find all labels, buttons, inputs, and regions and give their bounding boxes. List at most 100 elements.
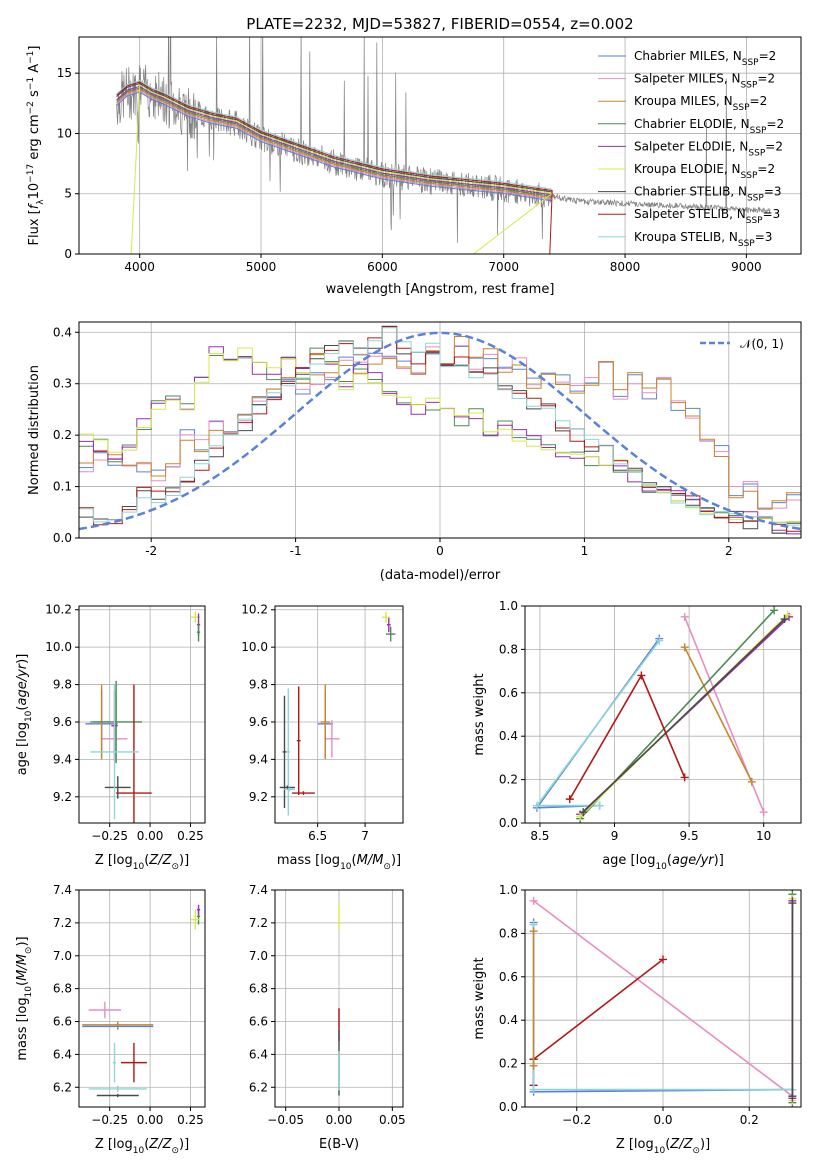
weight-marker	[780, 615, 789, 624]
mass-weight-vs-Z-ytick-label: 0.4	[499, 1013, 518, 1027]
mass-weight-vs-Z-ytick-label: 0.2	[499, 1057, 518, 1071]
weight-marker	[595, 801, 604, 810]
weight-marker	[680, 612, 689, 621]
weight-marker	[637, 671, 646, 680]
residual-histogram-ytick-label: 0.0	[53, 531, 72, 545]
legend-label: Salpeter ELODIE, NSSP=2	[634, 139, 783, 158]
age-vs-Z-ytick-label: 9.6	[53, 715, 72, 729]
spectrum-model-line	[116, 80, 553, 190]
histogram-step	[79, 336, 801, 510]
weight-marker	[747, 777, 756, 786]
age-vs-Z-ytick-label: 10.2	[45, 603, 72, 617]
spectrum-ytick-label: 10	[57, 126, 72, 140]
mass-weight-vs-age-xtick-label: 9	[611, 829, 619, 843]
mass-vs-Z-xlabel: Z [log10(Z/Z⊙)]	[95, 1137, 189, 1156]
spectrum-xlabel: wavelength [Angstrom, rest frame]	[326, 282, 555, 297]
mass-vs-EBV-ytick-label: 6.4	[249, 1047, 268, 1061]
mass-weight-vs-Z-xlabel: Z [log10(Z/Z⊙)]	[616, 1137, 710, 1156]
mass-weight-vs-Z-xtick-label: 0.0	[653, 1113, 672, 1127]
age-vs-Z-xtick-label: −0.25	[91, 829, 128, 843]
age-vs-Z-plot-area	[85, 611, 201, 823]
spectrum-model-line	[130, 84, 554, 254]
mass-vs-Z-ytick-label: 7.2	[53, 916, 72, 930]
residual-histogram-frame	[78, 321, 802, 539]
weight-marker	[529, 1061, 538, 1070]
legend-label: Chabrier STELIB, NSSP=3	[634, 185, 782, 204]
spectrum-ytick-label: 5	[64, 187, 72, 201]
age-vs-Z-ytick-label: 9.8	[53, 678, 72, 692]
age-vs-mass-xtick-label: 7	[361, 829, 369, 843]
legend-label: Salpeter STELIB, NSSP=3	[634, 207, 780, 226]
mass-weight-vs-Z-axes: −0.2 0.0 0.2 0.0 0.2 0.4 0.6 0.8 1.0 Z [log10(Z/Z…	[472, 883, 802, 1156]
residual-histogram-ytick-label: 0.2	[53, 428, 72, 442]
histogram-step	[79, 346, 801, 512]
gaussian-legend-label: 𝒩(0, 1)	[740, 337, 784, 351]
spectrum-xtick-label: 6000	[367, 260, 398, 274]
mass-vs-EBV-ytick-label: 7.2	[249, 916, 268, 930]
histogram-step	[79, 345, 801, 510]
residual-histogram-xtick-label: 2	[725, 544, 733, 558]
residual-histogram-xtick-label: -2	[145, 544, 157, 558]
age-vs-mass-xlabel: mass [log10(M/M⊙)]	[277, 853, 401, 872]
spectrum-model-line	[116, 85, 553, 196]
mass-vs-EBV-ytick-label: 7.4	[249, 883, 268, 897]
mass-weight-vs-Z-ylabel: mass weight	[472, 957, 487, 1039]
weight-marker	[659, 955, 667, 964]
mass-vs-EBV-axes: −0.05 0.00 0.05 6.2 6.4 6.6 6.8 7.0 7.2 7.4 E(B-V)	[249, 883, 406, 1152]
weight-marker	[532, 801, 541, 810]
figure-title: PLATE=2232, MJD=53827, FIBERID=0554, z=0…	[246, 15, 633, 33]
mass-weight-vs-age-xtick-label: 10	[756, 829, 771, 843]
spectrum-xtick-label: 8000	[610, 260, 641, 274]
legend-label: Kroupa ELODIE, NSSP=2	[634, 162, 775, 181]
gaussian-curve	[79, 331, 801, 531]
age-vs-Z-ytick-label: 9.2	[53, 790, 72, 804]
residual-histogram-xtick-label: 0	[436, 544, 444, 558]
age-vs-Z-xlabel: Z [log10(Z/Z⊙)]	[95, 853, 189, 872]
mass-vs-Z-xtick-label: 0.00	[137, 1113, 164, 1127]
mass-weight-vs-age-ytick-label: 0.8	[499, 642, 518, 656]
weight-line	[533, 958, 664, 1060]
spectrum-model-line	[116, 87, 553, 197]
mass-vs-EBV-xtick-label: 0.00	[326, 1113, 353, 1127]
mass-weight-vs-age-frame	[524, 605, 802, 824]
mass-weight-vs-Z-frame	[524, 889, 802, 1108]
weight-marker	[655, 636, 664, 645]
age-vs-mass-frame	[274, 605, 404, 824]
spectrum-ylabel: Flux [fλ10−17 erg cm−2 s−1 A−1]	[26, 46, 46, 246]
legend-label: Chabrier MILES, NSSP=2	[634, 49, 776, 68]
weight-line	[535, 640, 660, 807]
mass-weight-vs-Z-ytick-label: 0.6	[499, 970, 518, 984]
residual-histogram-xtick-label: -1	[290, 544, 302, 558]
residual-histogram-ytick-label: 0.4	[53, 325, 72, 339]
mass-weight-vs-age-ytick-label: 0.6	[499, 686, 518, 700]
age-vs-Z-xtick-label: 0.00	[137, 829, 164, 843]
weight-marker	[759, 808, 768, 817]
spectrum-xtick-label: 5000	[246, 260, 277, 274]
residual-histogram-xtick-label: 1	[581, 544, 589, 558]
weight-marker	[529, 896, 538, 905]
mass-weight-vs-age-axes: 8.5 9 9.5 10 0.0 0.2 0.4 0.6 0.8 1.0 age [log10(ag…	[472, 599, 802, 872]
spectrum-xtick-label: 4000	[124, 260, 155, 274]
mass-vs-EBV-frame	[274, 889, 404, 1108]
weight-line	[683, 646, 753, 783]
weight-marker	[680, 643, 689, 652]
mass-vs-EBV-ytick-label: 7.0	[249, 949, 268, 963]
spectrum-model-line	[116, 91, 553, 202]
mass-vs-Z-ytick-label: 7.4	[53, 883, 72, 897]
age-vs-Z-ytick-label: 9.4	[53, 752, 72, 766]
age-vs-mass-ytick-label: 9.2	[249, 790, 268, 804]
spectrum-model-line	[116, 88, 553, 199]
weight-marker	[576, 812, 585, 821]
mass-vs-EBV-ytick-label: 6.8	[249, 982, 268, 996]
age-vs-mass-ytick-label: 10.0	[241, 640, 268, 654]
mass-weight-vs-Z-xtick-label: −0.2	[562, 1113, 591, 1127]
legend-label: Chabrier ELODIE, NSSP=2	[634, 117, 784, 136]
mass-vs-Z-axes: −0.25 0.00 0.25 6.2 6.4 6.6 6.8 7.0 7.2 7.4 Z [log…	[15, 883, 206, 1156]
weight-line	[582, 618, 786, 813]
spectrum-model-line	[116, 90, 553, 200]
mass-vs-EBV-xtick-label: −0.05	[267, 1113, 304, 1127]
mass-weight-vs-Z-plot-area	[529, 890, 797, 1107]
weight-marker	[565, 795, 574, 804]
residual-histogram-plot-area	[79, 325, 801, 535]
